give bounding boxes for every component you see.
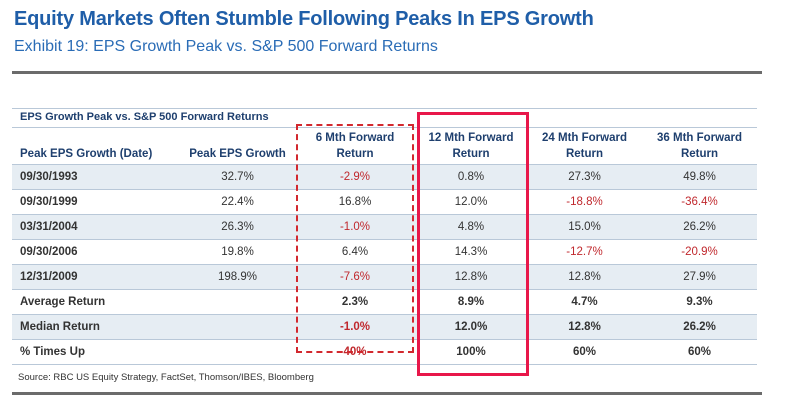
cell-return-m12: 12.8% [454,271,488,283]
summary-return-m36: 60% [687,346,712,358]
cell-date: 03/31/2004 [20,221,78,233]
cell-peak-growth: 26.3% [221,221,254,233]
header-6m: 6 Mth Forward Return [315,132,395,160]
cell-return-m36: 27.9% [683,271,716,283]
cell-date: 12/31/2009 [20,271,78,283]
cell-peak-growth: 198.9% [217,271,257,283]
summary-return-m24: 12.8% [568,321,601,333]
cell-return-m6: -7.6% [339,271,371,283]
table-row: 03/31/2004 26.3% -1.0% 4.8% 15.0% 26.2% [12,215,757,240]
table-row: 09/30/1999 22.4% 16.8% 12.0% -18.8% -36.4% [12,190,757,215]
cell-return-m36: -20.9% [681,246,718,258]
table-header-row: Peak EPS Growth (Date) Peak EPS Growth 6… [12,128,757,165]
header-date: Peak EPS Growth (Date) [20,148,153,160]
cell-return-m12: 0.8% [457,171,485,183]
header-12m: 12 Mth Forward Return [428,132,514,160]
cell-return-m36: -36.4% [681,196,718,208]
summary-row: % Times Up 40% 100% 60% 60% [12,340,757,365]
bottom-divider [12,392,762,395]
table-row: 09/30/2006 19.8% 6.4% 14.3% -12.7% -20.9% [12,240,757,265]
table-row: 09/30/1993 32.7% -2.9% 0.8% 27.3% 49.8% [12,165,757,190]
cell-date: 09/30/2006 [20,246,78,258]
summary-row: Average Return 2.3% 8.9% 4.7% 9.3% [12,290,757,315]
cell-return-m12: 4.8% [457,221,485,233]
cell-date: 09/30/1993 [20,171,78,183]
summary-return-m6: 2.3% [341,296,369,308]
summary-return-m12: 12.0% [454,321,488,333]
cell-return-m24: 27.3% [568,171,601,183]
summary-return-m6: -1.0% [339,321,371,333]
cell-return-m24: -18.8% [566,196,603,208]
cell-peak-growth: 22.4% [221,196,254,208]
summary-return-m12: 8.9% [457,296,485,308]
summary-return-m24: 60% [572,346,597,358]
highlight-6m-dashed-box [296,124,414,353]
header-24m: 24 Mth Forward Return [542,132,627,160]
cell-peak-growth: 19.8% [221,246,254,258]
cell-return-m12: 12.0% [454,196,488,208]
cell-date: 09/30/1999 [20,196,78,208]
summary-label: % Times Up [20,346,85,358]
exhibit-subtitle: Exhibit 19: EPS Growth Peak vs. S&P 500 … [14,38,438,55]
summary-row: Median Return -1.0% 12.0% 12.8% 26.2% [12,315,757,340]
cell-return-m36: 26.2% [683,221,716,233]
header-36m: 36 Mth Forward Return [657,132,742,160]
table-row: 12/31/2009 198.9% -7.6% 12.8% 12.8% 27.9% [12,265,757,290]
cell-return-m24: -12.7% [566,246,603,258]
cell-return-m36: 49.8% [683,171,716,183]
summary-return-m36: 26.2% [683,321,716,333]
table-title: EPS Growth Peak vs. S&P 500 Forward Retu… [12,109,757,128]
cell-return-m24: 15.0% [568,221,601,233]
summary-return-m36: 9.3% [686,296,713,308]
returns-table: EPS Growth Peak vs. S&P 500 Forward Retu… [12,108,757,365]
cell-return-m6: -2.9% [339,171,371,183]
cell-return-m12: 14.3% [454,246,488,258]
cell-return-m6: 6.4% [341,246,369,258]
source-note: Source: RBC US Equity Strategy, FactSet,… [18,372,314,383]
summary-return-m12: 100% [456,346,486,358]
summary-label: Average Return [20,296,106,308]
cell-return-m6: 16.8% [338,196,372,208]
summary-label: Median Return [20,321,100,333]
cell-return-m6: -1.0% [339,221,371,233]
header-peak: Peak EPS Growth [189,148,286,160]
summary-return-m24: 4.7% [571,296,598,308]
cell-peak-growth: 32.7% [221,171,254,183]
cell-return-m24: 12.8% [568,271,601,283]
highlight-12m-solid-box [417,112,529,376]
top-divider [12,71,762,74]
page-title: Equity Markets Often Stumble Following P… [14,8,594,30]
